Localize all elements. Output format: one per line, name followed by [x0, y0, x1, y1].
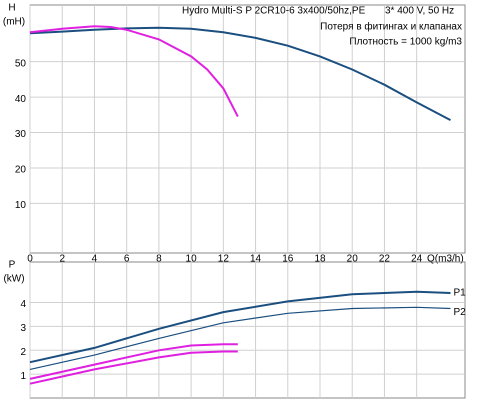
- y-tick-label: 2: [20, 347, 26, 358]
- x-tick-label: 0: [27, 254, 33, 265]
- curve: [29, 350, 238, 385]
- y-tick-label: 4: [20, 299, 26, 310]
- x-tick-label: 10: [186, 254, 198, 265]
- x-tick-label: 4: [92, 254, 98, 265]
- curve: [29, 26, 451, 121]
- y-tick-label: 30: [15, 129, 27, 140]
- y-axis-unit: (mH): [3, 17, 25, 28]
- x-axis-label: Q(m3/h): [427, 254, 464, 265]
- curve: [29, 343, 238, 380]
- y-axis-label: H: [8, 3, 15, 14]
- curve: [29, 290, 451, 364]
- x-tick-label: 24: [411, 254, 423, 265]
- curve: [29, 306, 451, 370]
- y-tick-label: 40: [15, 94, 27, 105]
- x-tick-label: 12: [218, 254, 230, 265]
- y-tick-label: 20: [15, 165, 27, 176]
- x-tick-label: 2: [59, 254, 65, 265]
- y-axis-unit: (kW): [3, 274, 24, 285]
- x-tick-label: 14: [250, 254, 262, 265]
- curve: [29, 25, 239, 118]
- y-tick-label: 1: [20, 371, 26, 382]
- series-label: P2: [454, 307, 467, 318]
- annotation: Плотность = 1000 kg/m3: [349, 37, 462, 48]
- y-tick-label: 50: [15, 58, 27, 69]
- annotation: Потеря в фитингах и клапанах: [320, 21, 462, 33]
- y-tick-label: 10: [15, 200, 27, 211]
- x-tick-label: 22: [379, 254, 391, 265]
- x-tick-label: 16: [282, 254, 294, 265]
- series-label: P1: [454, 288, 467, 299]
- x-tick-label: 18: [314, 254, 326, 265]
- y-tick-label: 3: [20, 323, 26, 334]
- plot-area: [29, 261, 466, 399]
- chart-title: Hydro Multi-S P 2CR10-6 3x400/50hz,PE: [182, 6, 366, 17]
- x-tick-label: 6: [124, 254, 130, 265]
- x-tick-label: 20: [347, 254, 359, 265]
- x-tick-label: 8: [156, 254, 162, 265]
- y-axis-label: P: [9, 260, 16, 271]
- chart-subtitle: 3* 400 V, 50 Hz: [385, 6, 454, 17]
